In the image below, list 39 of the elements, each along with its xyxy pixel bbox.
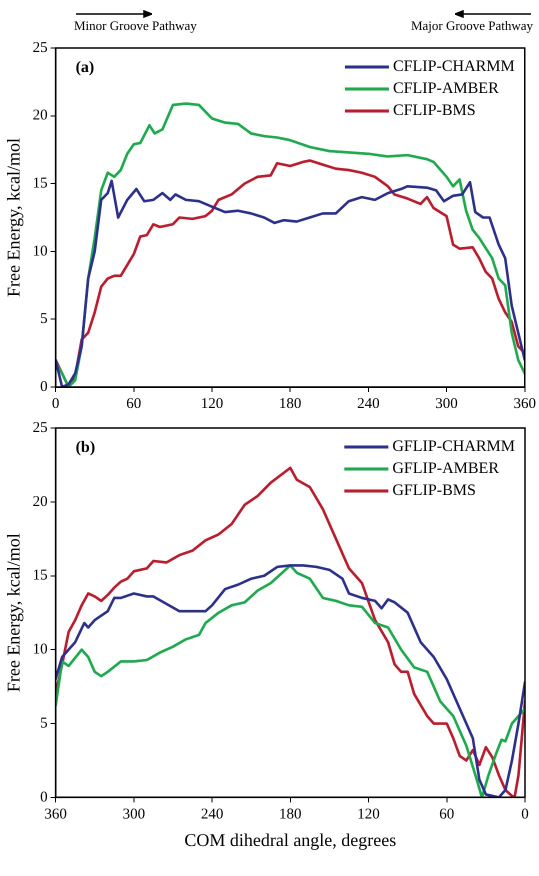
y-tick-label: 0	[40, 789, 48, 806]
x-tick-label: 60	[126, 396, 142, 412]
y-axis-title: Free Energy, kcal/mol	[4, 138, 24, 297]
x-tick-label: 180	[279, 806, 302, 822]
y-tick-label: 10	[32, 642, 48, 658]
legend-label: CFLIP-CHARMM	[392, 58, 515, 76]
y-tick-label: 15	[32, 176, 48, 192]
x-tick-label: 240	[200, 806, 224, 822]
y-tick-label: 10	[32, 243, 48, 260]
annotation: (b)	[76, 439, 96, 456]
x-tick-label: 300	[435, 396, 458, 412]
y-tick-label: 25	[32, 40, 48, 56]
y-tick-label: 5	[40, 311, 48, 328]
y-tick-label: 0	[40, 378, 48, 395]
y-tick-label: 15	[32, 568, 48, 584]
legend-label: GFLIP-AMBER	[392, 460, 500, 478]
annotation: (a)	[76, 59, 94, 76]
y-tick-label: 25	[32, 420, 48, 436]
legend-label: GFLIP-CHARMM	[392, 438, 515, 456]
y-tick-label: 20	[32, 108, 48, 124]
x-axis-title: COM dihedral angle, degrees	[184, 830, 396, 850]
legend-label: GFLIP-BMS	[392, 482, 476, 500]
y-axis-title: Free Energy, kcal/mol	[4, 533, 24, 692]
x-tick-label: 300	[122, 806, 146, 822]
x-tick-label: 120	[357, 806, 380, 822]
text: Minor Groove Pathway	[74, 18, 197, 34]
legend-label: CFLIP-BMS	[392, 102, 476, 120]
y-tick-label: 20	[32, 494, 48, 510]
x-tick-label: 60	[439, 806, 454, 822]
x-tick-label: 360	[514, 396, 536, 412]
x-tick-label: 120	[200, 396, 224, 412]
text: Major Groove Pathway	[410, 18, 533, 34]
x-tick-label: 0	[521, 806, 529, 822]
x-tick-label: 180	[278, 396, 302, 412]
y-tick-label: 5	[40, 715, 48, 732]
x-tick-label: 240	[357, 396, 380, 412]
legend-label: CFLIP-AMBER	[392, 80, 500, 98]
x-tick-label: 0	[52, 396, 60, 412]
x-tick-label: 360	[44, 806, 67, 822]
